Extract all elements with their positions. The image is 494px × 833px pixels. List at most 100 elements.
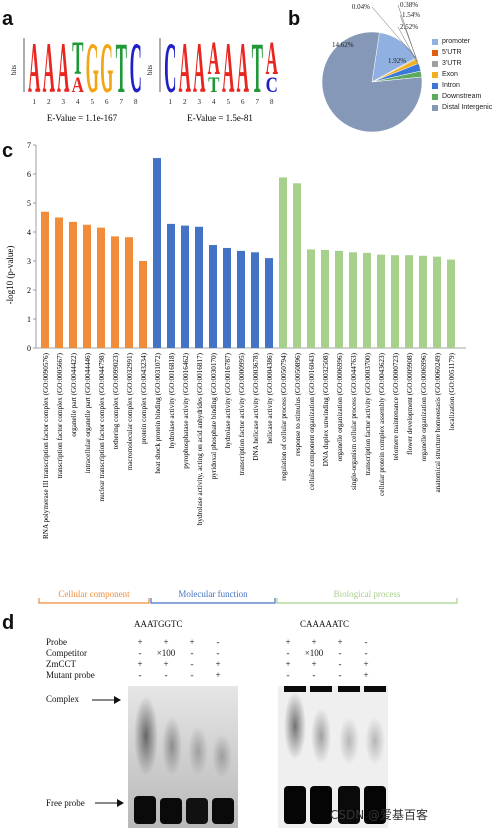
probe2-sequence: CAAAAATC xyxy=(300,619,350,629)
free-probe-arrow-icon xyxy=(95,799,124,807)
group-label: Cellular component xyxy=(58,589,130,599)
y-tick-label: 5 xyxy=(27,199,31,208)
motif1-letter: T xyxy=(72,31,83,84)
row-label-mutant-probe: Mutant probe xyxy=(46,670,95,680)
complex-arrow-icon xyxy=(92,696,121,704)
bar xyxy=(125,237,133,348)
bar xyxy=(69,221,77,348)
lane-condition: + xyxy=(363,659,369,669)
row-label-probe: Probe xyxy=(46,637,67,647)
pie-legend-item: promoter xyxy=(432,36,492,47)
lane-condition: - xyxy=(338,648,342,658)
motif1-letter: G xyxy=(100,29,113,109)
bar-category-label: DNA duplex unwinding (GO:0032508) xyxy=(322,352,330,466)
lane-condition: - xyxy=(190,659,194,669)
lane-condition: - xyxy=(190,648,194,658)
motif2-small-letter: C xyxy=(266,73,278,98)
lane-condition: - xyxy=(286,670,290,680)
bar xyxy=(153,158,161,348)
motif2-evalue: E-Value = 1.5e-81 xyxy=(187,113,253,123)
pie-legend-item: Intron xyxy=(432,80,492,91)
motif1-position: 4 xyxy=(76,98,80,106)
group-label: Biological process xyxy=(334,589,401,599)
pie-slice xyxy=(321,31,423,133)
row-label-competitor: Competitor xyxy=(46,648,87,658)
gel-row-labels: Probe Competitor ZmCCT Mutant probe xyxy=(46,637,95,681)
bar-category-label: organelle part (GO:0044422) xyxy=(70,352,78,436)
legend-swatch xyxy=(432,38,438,45)
lane-condition: + xyxy=(337,637,343,647)
bar-category-label: transcription factor activity (GO:000099… xyxy=(238,352,246,475)
bar-category-label: cellular component organization (GO:0016… xyxy=(308,352,316,490)
legend-label: 3'UTR xyxy=(442,60,462,67)
lane-condition: - xyxy=(338,670,342,680)
bar-category-label: pyridoxal phosphate binding (GO:0030170) xyxy=(210,352,218,479)
panel-label-a: a xyxy=(2,8,14,30)
lane-condition: - xyxy=(216,648,220,658)
motif2-letter: A xyxy=(222,29,234,109)
bar xyxy=(447,259,455,348)
bar-category-label: pyrophosphatase activity (GO:0016462) xyxy=(182,352,190,468)
bar-category-label: anatomical structure homeostasis (GO:006… xyxy=(434,352,442,492)
motif2-letter: T xyxy=(252,29,263,109)
pie-legend-item: Downstream xyxy=(432,91,492,102)
pie-value-label: 0.04% xyxy=(352,3,370,11)
legend-label: Intron xyxy=(442,82,460,89)
row-label-zmcct: ZmCCT xyxy=(46,659,77,669)
group-bracket xyxy=(276,598,458,604)
motif1-position: 8 xyxy=(134,98,138,106)
bar xyxy=(433,256,441,348)
bar xyxy=(195,226,203,348)
group-label: Molecular function xyxy=(178,589,248,599)
pie-value-label: 0.38% xyxy=(400,1,418,9)
motif1-position: 1 xyxy=(33,98,37,106)
legend-swatch xyxy=(432,71,438,78)
legend-label: Downstream xyxy=(442,93,482,100)
bar-category-label: cellular protein complex assembly (GO:00… xyxy=(378,352,386,496)
bar xyxy=(363,252,371,348)
y-tick-label: 1 xyxy=(27,315,31,324)
bar-category-label: RNA polymerase III transcription factor … xyxy=(42,352,50,539)
lane-condition: + xyxy=(215,670,221,680)
bar-category-label: hydrolase activity (GO:0016787) xyxy=(224,352,232,448)
motif1-letter: A xyxy=(28,29,40,109)
bar-category-label: regulation of cellular process (GO:00507… xyxy=(280,352,288,480)
pie-legend-item: Exon xyxy=(432,69,492,80)
motif2-letter: A xyxy=(193,29,205,109)
watermark: CSDN @爱基百客 xyxy=(330,808,429,822)
bar xyxy=(377,254,385,348)
lane-condition: - xyxy=(338,659,342,669)
pie-value-label: 78.98% xyxy=(300,104,322,112)
bar xyxy=(391,255,399,348)
legend-swatch xyxy=(432,104,438,111)
motif1-position: 2 xyxy=(47,98,51,106)
legend-label: 5'UTR xyxy=(442,49,462,56)
y-tick-label: 4 xyxy=(27,228,31,237)
bar-category-label: flower development (GO:0009908) xyxy=(406,352,414,454)
bar-category-labels: RNA polymerase III transcription factor … xyxy=(42,352,456,539)
bar xyxy=(405,255,413,348)
bar-category-label: protein complex (GO:0043234) xyxy=(140,352,148,444)
lane-condition: + xyxy=(363,670,369,680)
bar xyxy=(111,236,119,348)
motif1-letter: G xyxy=(86,29,99,109)
motif2-position: 5 xyxy=(227,98,231,106)
bar xyxy=(349,252,357,348)
bar-category-label: hydrolase activity, acting on acid anhyd… xyxy=(196,352,204,525)
y-tick-label: 3 xyxy=(27,257,31,266)
lane-condition: ×100 xyxy=(304,648,324,658)
lane-condition: + xyxy=(137,659,143,669)
motif2-letter: A xyxy=(237,29,249,109)
bar-category-label: tethering complex (GO:0099023) xyxy=(112,352,120,449)
motif1-evalue: E-Value = 1.1e-167 xyxy=(47,113,118,123)
legend-label: Exon xyxy=(442,71,458,78)
motif1-bits-label: bits xyxy=(10,65,18,75)
bar-category-label: transcription factor activity (GO:000370… xyxy=(364,352,372,475)
bar-category-label: telomere maintenance (GO:0000723) xyxy=(392,352,400,460)
bar xyxy=(237,250,245,348)
panel-label-c: c xyxy=(2,140,14,162)
lane-condition: - xyxy=(364,648,368,658)
bar-category-label: organelle organization (GO:0006996) xyxy=(420,352,428,461)
lane-condition: - xyxy=(364,637,368,647)
